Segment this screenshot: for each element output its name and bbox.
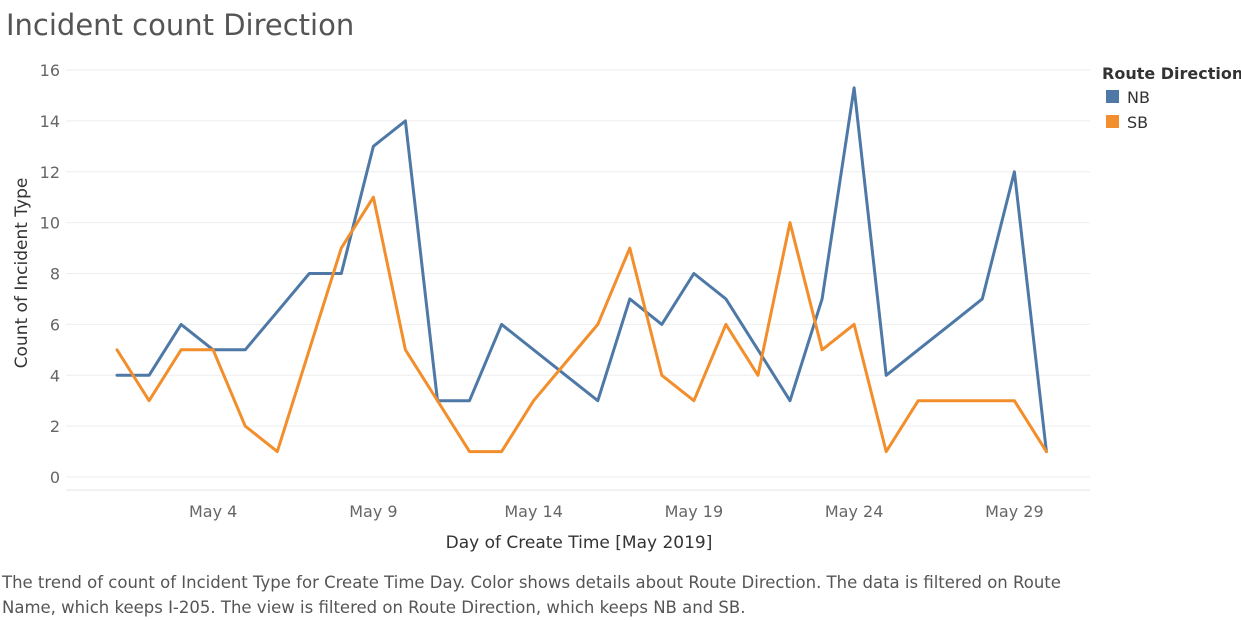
y-tick-label: 16 [40, 61, 60, 80]
series-lines [115, 86, 1048, 454]
legend-swatch [1106, 115, 1119, 128]
x-tick-label: May 9 [349, 502, 397, 521]
legend-swatch [1106, 90, 1119, 103]
chart-title: Incident count Direction [6, 8, 355, 42]
x-tick-label: May 19 [665, 502, 724, 521]
y-axis-title: Count of Incident Type [12, 178, 32, 369]
legend-item-sb[interactable]: SB [1106, 113, 1148, 132]
y-tick-label: 10 [40, 214, 60, 233]
y-tick-label: 4 [50, 366, 60, 385]
x-tick-label: May 14 [504, 502, 563, 521]
y-tick-label: 2 [50, 417, 60, 436]
gridlines [66, 69, 1090, 478]
x-tick-label: May 29 [985, 502, 1044, 521]
y-tick-label: 6 [50, 315, 60, 334]
legend[interactable]: Route Direction NB SB [1102, 64, 1241, 132]
legend-label: SB [1127, 113, 1148, 132]
series-line-sb [115, 195, 1048, 454]
series-line-nb [115, 86, 1048, 454]
chart-caption: The trend of count of Incident Type for … [2, 573, 1061, 617]
x-axis-ticks: May 4 May 9 May 14 May 19 May 24 May 29 [189, 502, 1044, 521]
y-tick-label: 14 [40, 112, 60, 131]
legend-item-nb[interactable]: NB [1106, 88, 1150, 107]
legend-label: NB [1127, 88, 1150, 107]
y-tick-label: 0 [50, 468, 60, 487]
y-axis-ticks: 0 2 4 6 8 10 12 14 16 [40, 61, 60, 487]
legend-title: Route Direction [1102, 64, 1241, 83]
y-tick-label: 12 [40, 163, 60, 182]
x-axis-title: Day of Create Time [May 2019] [446, 533, 713, 553]
x-tick-label: May 24 [825, 502, 884, 521]
x-tick-label: May 4 [189, 502, 237, 521]
y-tick-label: 8 [50, 265, 60, 284]
